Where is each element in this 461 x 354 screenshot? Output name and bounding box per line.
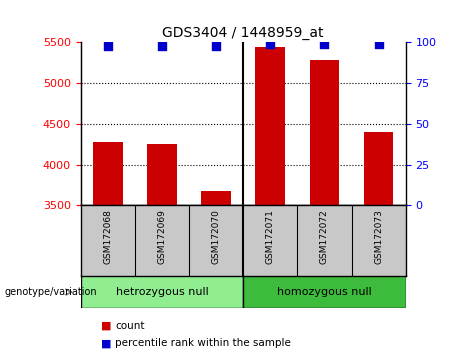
- Point: [375, 41, 382, 47]
- Bar: [81, 276, 243, 308]
- Text: count: count: [115, 321, 145, 331]
- Bar: [255, 47, 285, 205]
- Point: [104, 43, 112, 48]
- Point: [158, 43, 165, 48]
- Bar: [364, 132, 394, 205]
- Bar: [147, 144, 177, 205]
- Point: [266, 41, 274, 47]
- Bar: [309, 61, 339, 205]
- Text: genotype/variation: genotype/variation: [5, 287, 97, 297]
- Text: GSM172072: GSM172072: [320, 209, 329, 264]
- Text: percentile rank within the sample: percentile rank within the sample: [115, 338, 291, 348]
- Text: ■: ■: [101, 321, 112, 331]
- Bar: [201, 192, 231, 205]
- Title: GDS3404 / 1448959_at: GDS3404 / 1448959_at: [162, 26, 324, 40]
- Text: hetrozygous null: hetrozygous null: [116, 287, 208, 297]
- Text: GSM172071: GSM172071: [266, 209, 275, 264]
- Point: [321, 41, 328, 47]
- Text: GSM172070: GSM172070: [212, 209, 221, 264]
- Text: GSM172068: GSM172068: [103, 209, 112, 264]
- Bar: [93, 142, 123, 205]
- Point: [213, 43, 220, 48]
- Text: homozygous null: homozygous null: [277, 287, 372, 297]
- Text: GSM172069: GSM172069: [157, 209, 166, 264]
- Text: GSM172073: GSM172073: [374, 209, 383, 264]
- Text: ■: ■: [101, 338, 112, 348]
- Bar: [243, 276, 406, 308]
